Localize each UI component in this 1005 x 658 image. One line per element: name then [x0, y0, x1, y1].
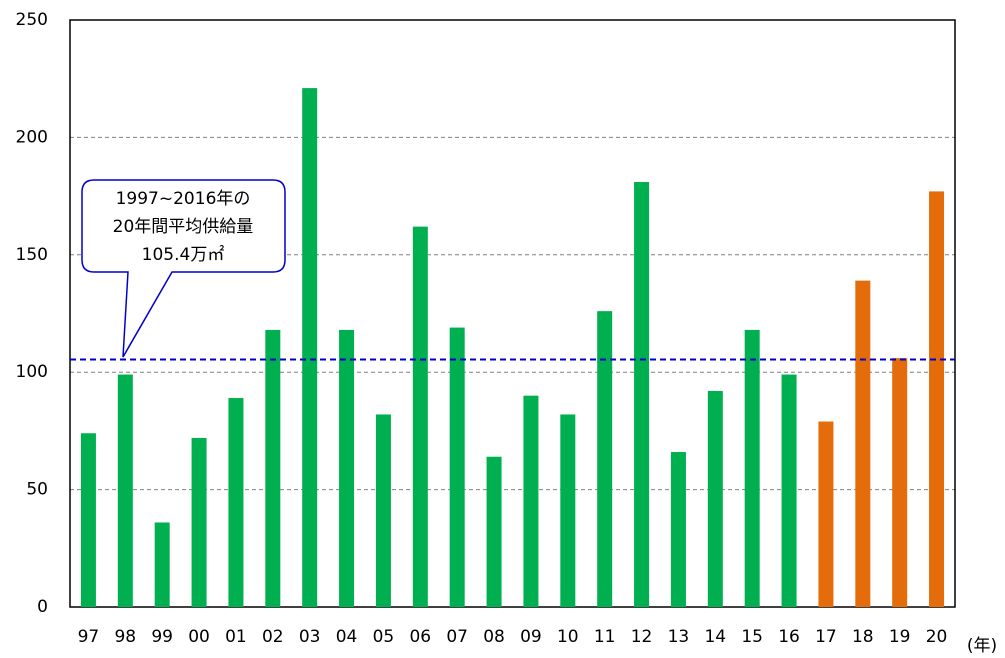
bar	[265, 329, 281, 607]
callout-text: 105.4万㎡	[142, 245, 225, 265]
x-tick-label: 00	[188, 627, 210, 647]
y-tick-label: 250	[16, 10, 48, 30]
x-tick-label: 16	[778, 627, 800, 647]
x-tick-label: 15	[741, 627, 763, 647]
bar	[375, 414, 391, 607]
bar	[929, 191, 945, 608]
bar	[80, 433, 96, 607]
x-tick-label: 01	[225, 627, 247, 647]
y-tick-label: 100	[16, 362, 48, 382]
x-tick-label: 17	[815, 627, 837, 647]
bar	[560, 414, 576, 607]
x-tick-label: 98	[114, 627, 136, 647]
bar	[818, 421, 834, 607]
x-tick-label: 02	[262, 627, 284, 647]
x-unit: (年)	[967, 636, 997, 656]
bar	[191, 437, 207, 607]
bar	[154, 522, 170, 607]
y-tick-label: 0	[37, 597, 48, 617]
bar	[634, 182, 650, 607]
x-tick-label: 06	[409, 627, 431, 647]
x-tick-label: 03	[299, 627, 321, 647]
bar	[302, 88, 318, 608]
y-tick-label: 150	[16, 245, 48, 265]
bar	[670, 452, 686, 607]
x-tick-label: 13	[668, 627, 690, 647]
x-tick-label: 99	[151, 627, 173, 647]
bar	[597, 311, 613, 607]
bar	[892, 358, 908, 607]
x-tick-label: 07	[446, 627, 468, 647]
x-tick-label: 04	[336, 627, 358, 647]
callout-text: 20年間平均供給量	[113, 217, 254, 237]
callout-text: 1997~2016年の	[116, 189, 251, 209]
x-tick-label: 12	[631, 627, 653, 647]
x-tick-label: 08	[483, 627, 505, 647]
x-tick-label: 18	[852, 627, 874, 647]
y-tick-label: 50	[26, 480, 48, 500]
x-tick-label: 97	[78, 627, 100, 647]
x-tick-label: 09	[520, 627, 542, 647]
bar	[523, 395, 539, 607]
bar	[707, 390, 723, 607]
bar	[744, 329, 760, 607]
x-tick-label: 10	[557, 627, 579, 647]
x-tick-label: 14	[704, 627, 726, 647]
bar	[781, 374, 797, 607]
bar	[449, 327, 465, 607]
x-tick-label: 11	[594, 627, 616, 647]
bar	[486, 456, 502, 607]
callout	[81, 179, 286, 358]
x-tick-label: 05	[373, 627, 395, 647]
y-tick-label: 200	[16, 127, 48, 147]
x-tick-label: 20	[926, 627, 948, 647]
bar	[117, 374, 133, 607]
bar	[412, 226, 428, 607]
bar	[339, 329, 355, 607]
bar	[855, 280, 871, 607]
plot-frame	[69, 19, 956, 608]
bar	[228, 398, 244, 607]
x-tick-label: 19	[889, 627, 911, 647]
